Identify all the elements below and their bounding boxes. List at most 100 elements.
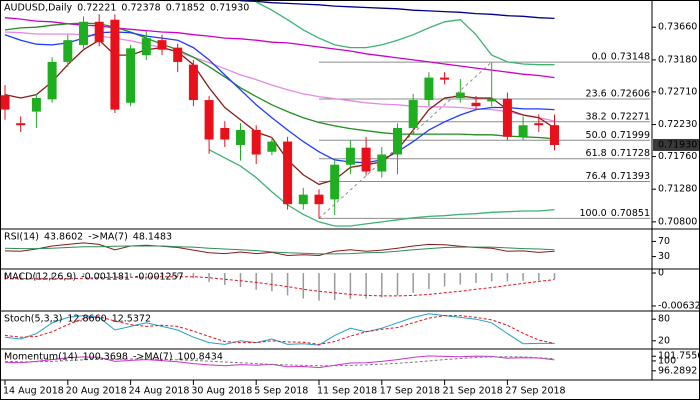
ohlc-value: 0.71930	[210, 3, 249, 14]
indicator-line	[4, 245, 555, 255]
x-tick-label: 27 Sep 2018	[505, 386, 565, 397]
histogram-bar	[538, 273, 540, 281]
candle-body	[345, 147, 355, 165]
histogram-bar	[412, 273, 414, 293]
candle-body	[94, 21, 104, 43]
y-tick-label: 0.71280	[658, 184, 697, 195]
y-tick-label: 0.73180	[658, 54, 697, 65]
x-tick-label: 24 Aug 2018	[129, 386, 190, 397]
candle-body	[424, 77, 434, 101]
histogram-bar	[302, 273, 305, 299]
histogram-bar	[286, 273, 289, 296]
indicator-value: 43.8602	[44, 232, 83, 243]
candle-body	[126, 48, 136, 103]
indicator-value: 12.5372	[112, 314, 151, 325]
histogram-bar	[475, 273, 477, 283]
candle-body	[377, 154, 387, 172]
candle-body	[455, 92, 465, 99]
ohlc-value: 0.72221	[77, 3, 116, 14]
y-tick-label: 96.2892	[658, 365, 697, 376]
candle-body	[204, 100, 214, 140]
histogram-bar	[318, 273, 320, 301]
y-tick-label: 0.70800	[658, 216, 697, 227]
x-tick-label: 11 Sep 2018	[317, 386, 377, 397]
y-tick-label: 0	[658, 268, 664, 279]
x-tick-label: 17 Sep 2018	[380, 386, 440, 397]
y-tick-label: 0.72230	[658, 119, 697, 130]
x-tick-label: 5 Sep 2018	[254, 386, 308, 397]
candle-body	[188, 64, 198, 101]
candle-body	[220, 127, 230, 140]
candle-body	[79, 21, 88, 45]
histogram-bar	[443, 273, 446, 287]
candle-body	[236, 129, 245, 145]
last-price-label: 0.71930	[658, 139, 697, 150]
y-tick-label: 100	[658, 355, 676, 366]
fib-value: 0.72606	[611, 88, 650, 99]
indicator-value: -0.001181	[81, 272, 130, 283]
fib-level-label: 23.6	[586, 88, 607, 99]
indicator-value: 100.8434	[178, 352, 223, 363]
histogram-bar	[192, 273, 195, 279]
histogram-bar	[522, 273, 524, 281]
histogram-bar	[490, 273, 493, 282]
histogram-bar	[98, 273, 100, 275]
indicator-name: Momentum(14)	[4, 352, 78, 363]
histogram-bar	[255, 273, 257, 290]
indicator-line	[4, 355, 555, 369]
candle-body	[471, 102, 481, 107]
moving-average	[208, 149, 555, 227]
indicator-name: Stoch(5,3,3)	[4, 314, 62, 325]
last-price-box	[653, 138, 699, 151]
fib-value: 0.73148	[611, 52, 650, 63]
indicator-name: ->MA(7)	[133, 352, 173, 363]
indicator-name: ->MA(7)	[88, 232, 128, 243]
fib-value: 0.72271	[611, 111, 650, 122]
indicator-line	[4, 276, 555, 297]
candle-body	[173, 47, 183, 62]
candle-body	[110, 19, 120, 110]
y-tick-label: 20	[658, 335, 670, 346]
y-tick-label: 0.71760	[658, 151, 697, 162]
indicator-value: 12.8660	[67, 314, 106, 325]
indicator-line	[4, 242, 555, 257]
fib-value: 0.71728	[611, 148, 650, 159]
candle-body	[16, 123, 26, 126]
candle-body	[393, 127, 402, 155]
fib-level-label: 100.0	[580, 208, 607, 219]
histogram-bar	[145, 273, 148, 276]
candle-body	[408, 100, 418, 128]
x-tick-label: 30 Aug 2018	[191, 386, 252, 397]
candle-body	[550, 125, 559, 145]
fib-level-label: 0.0	[592, 52, 607, 63]
moving-average	[240, 0, 555, 20]
histogram-bar	[129, 273, 132, 277]
ohlc-value: 0.72378	[121, 3, 160, 14]
histogram-bar	[333, 273, 336, 301]
y-tick-label: 101.7556	[658, 351, 700, 362]
candle-body	[330, 164, 340, 200]
histogram-bar	[19, 273, 22, 280]
candle-body	[440, 77, 450, 80]
histogram-bar	[82, 273, 85, 276]
y-tick-label: 80	[658, 314, 670, 325]
candle-body	[63, 40, 73, 62]
histogram-bar	[35, 273, 38, 280]
candle-body	[283, 141, 293, 205]
histogram-bar	[161, 273, 163, 276]
candle-body	[298, 194, 308, 205]
fib-value: 0.70851	[611, 208, 650, 219]
candle-body	[251, 129, 261, 155]
histogram-bar	[396, 273, 399, 296]
y-tick-label: 70	[658, 236, 670, 247]
candle-body	[0, 95, 10, 110]
indicator-name: RSI(14)	[4, 232, 39, 243]
candle-body	[141, 38, 151, 56]
candle-body	[534, 123, 544, 126]
histogram-bar	[553, 273, 556, 280]
x-tick-label: 21 Sep 2018	[443, 386, 503, 397]
histogram-bar	[67, 273, 69, 278]
histogram-bar	[459, 273, 462, 285]
histogram-bar	[506, 273, 509, 282]
candle-body	[502, 98, 512, 137]
